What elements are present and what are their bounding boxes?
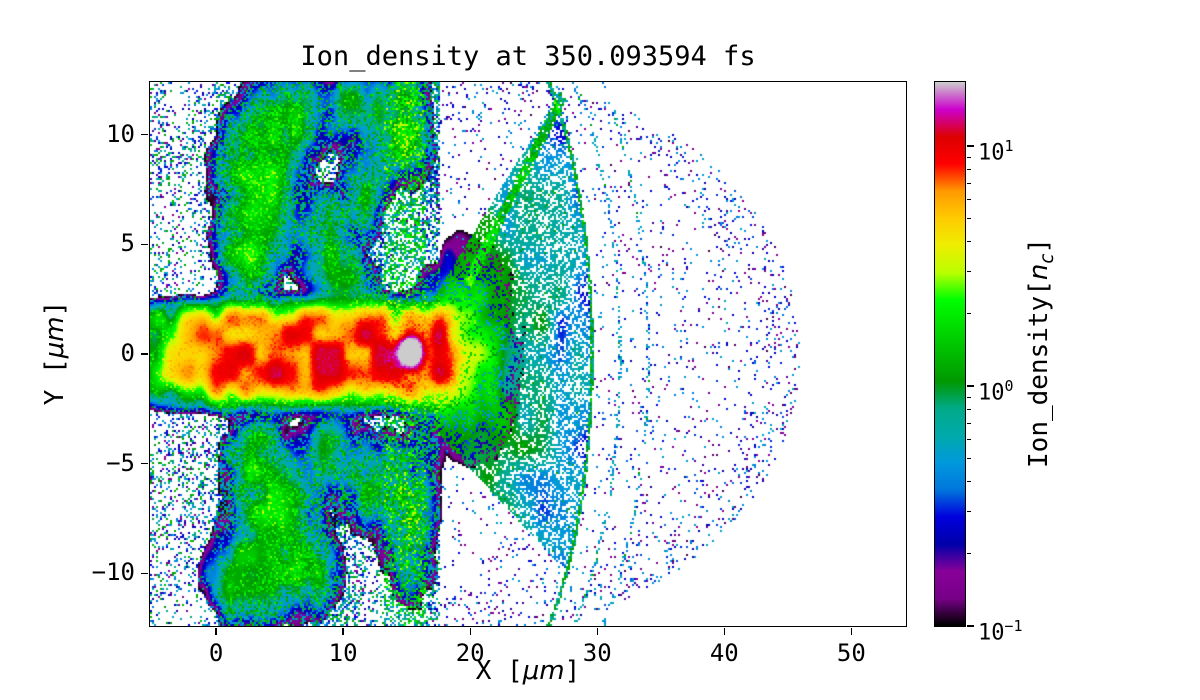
- colorbar-minor-tick: [967, 396, 971, 398]
- y-axis-label-post: ]: [40, 300, 70, 317]
- y-tick-label: 5: [120, 229, 135, 258]
- colorbar-tick: [967, 145, 974, 147]
- colorbar-canvas: [935, 82, 965, 626]
- colorbar-minor-tick: [967, 241, 971, 243]
- x-axis-label-pre: X [: [475, 656, 523, 686]
- y-tick: [141, 243, 148, 245]
- x-axis-label-post: ]: [564, 656, 581, 686]
- x-tick: [850, 628, 852, 635]
- colorbar-minor-tick: [967, 313, 971, 315]
- x-tick: [215, 628, 217, 635]
- colorbar-label: Ion_density[nc]: [1024, 238, 1058, 468]
- chart-title: Ion_density at 350.093594 fs: [300, 41, 756, 72]
- x-tick: [469, 628, 471, 635]
- colorbar-minor-tick: [967, 271, 971, 273]
- y-tick: [141, 572, 148, 574]
- heatmap-canvas: [150, 82, 906, 626]
- colorbar-tick: [967, 385, 974, 387]
- y-tick-label: 10: [106, 119, 135, 148]
- colorbar-label-pre: Ion_density[: [1023, 280, 1054, 468]
- colorbar-frame: [933, 80, 966, 627]
- colorbar-minor-tick: [967, 198, 971, 200]
- colorbar-tick-label: 101: [978, 137, 1014, 166]
- colorbar-minor-tick: [967, 182, 971, 184]
- x-tick: [342, 628, 344, 635]
- colorbar-tick: [967, 625, 974, 627]
- y-axis-label: Y [μm]: [40, 301, 70, 406]
- colorbar-minor-tick: [967, 481, 971, 483]
- colorbar-minor-tick: [967, 408, 971, 410]
- y-tick-label: −5: [106, 448, 135, 477]
- plot-frame: [148, 80, 907, 627]
- colorbar-tick-label: 10−1: [978, 617, 1023, 646]
- colorbar-minor-tick: [967, 438, 971, 440]
- colorbar-minor-tick: [967, 422, 971, 424]
- y-axis-label-math: μm: [40, 316, 70, 359]
- colorbar-label-math: n: [1023, 263, 1054, 281]
- x-tick: [596, 628, 598, 635]
- y-tick: [141, 463, 148, 465]
- y-tick: [141, 133, 148, 136]
- colorbar-minor-tick: [967, 511, 971, 513]
- colorbar-minor-tick: [967, 217, 971, 219]
- colorbar-minor-tick: [967, 168, 971, 170]
- x-axis-label: X [μm]: [150, 656, 906, 686]
- x-axis-label-math: μm: [522, 656, 565, 686]
- colorbar-label-sub: c: [1037, 253, 1059, 264]
- x-tick: [723, 628, 725, 635]
- colorbar-label-post: ]: [1023, 238, 1054, 254]
- y-axis-label-pre: Y [: [40, 358, 70, 406]
- colorbar-minor-tick: [967, 457, 971, 459]
- y-tick-label: −10: [91, 558, 135, 587]
- colorbar-minor-tick: [967, 553, 971, 555]
- colorbar-minor-tick: [967, 156, 971, 158]
- y-tick: [141, 353, 148, 355]
- colorbar-tick-label: 100: [978, 377, 1014, 406]
